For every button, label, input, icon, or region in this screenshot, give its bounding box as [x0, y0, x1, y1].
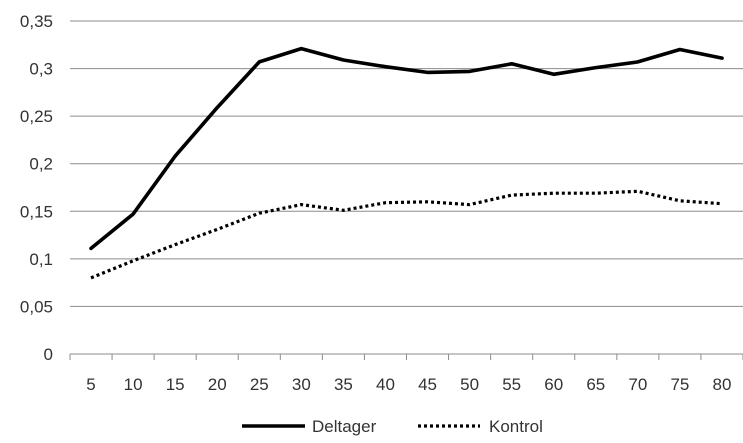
y-tick-label: 0	[44, 345, 53, 364]
x-tick-label: 35	[334, 375, 353, 394]
x-tick-label: 40	[376, 375, 395, 394]
x-tick-label: 55	[502, 375, 521, 394]
series-line-deltager	[89, 46, 724, 251]
series-line-kontrol	[90, 189, 723, 280]
x-tick-label: 70	[628, 375, 647, 394]
x-tick-label: 75	[670, 375, 689, 394]
legend-label-kontrol: Kontrol	[489, 417, 543, 436]
x-tick-label: 80	[713, 375, 732, 394]
axes: 0 0,05 0,1 0,15 0,2 0,25 0,3 0,35 5 10 15 20 25 30 35 4…	[20, 12, 743, 394]
y-tick-label: 0,3	[29, 60, 53, 79]
y-tick-label: 0,35	[20, 12, 53, 31]
x-tick-label: 65	[586, 375, 605, 394]
x-tick-label: 10	[124, 375, 143, 394]
y-tick-label: 0,05	[20, 297, 53, 316]
x-tick-label: 60	[544, 375, 563, 394]
y-tick-label: 0,15	[20, 202, 53, 221]
x-tick-label: 25	[250, 375, 269, 394]
series-lines	[89, 46, 724, 280]
x-tick-label: 30	[292, 375, 311, 394]
x-tick-label: 15	[166, 375, 185, 394]
x-tick-label: 50	[460, 375, 479, 394]
y-tick-label: 0,25	[20, 107, 53, 126]
x-tick-label: 5	[86, 375, 95, 394]
x-tick-label: 20	[208, 375, 227, 394]
legend-label-deltager: Deltager	[312, 417, 377, 436]
y-tick-label: 0,1	[29, 250, 53, 269]
legend: Deltager Kontrol	[242, 417, 543, 436]
x-tick-label: 45	[418, 375, 437, 394]
y-tick-label: 0,2	[29, 155, 53, 174]
